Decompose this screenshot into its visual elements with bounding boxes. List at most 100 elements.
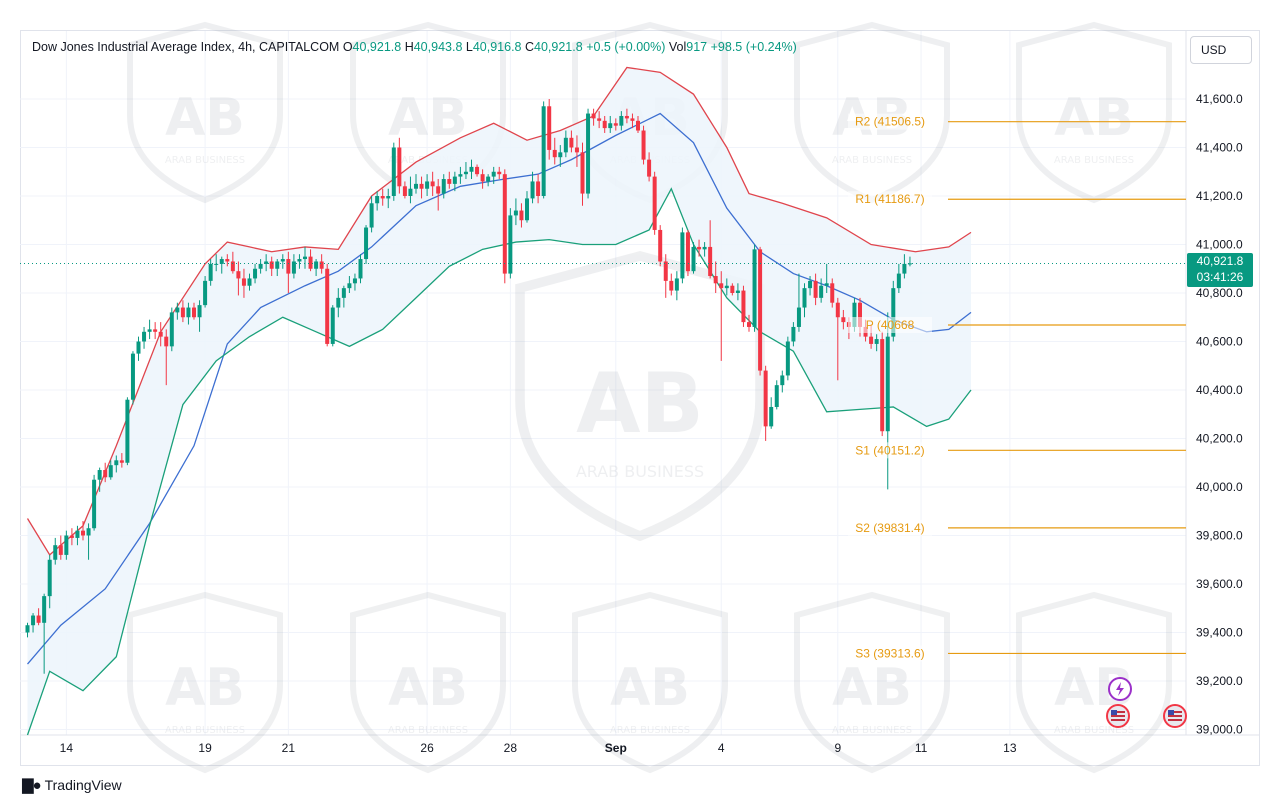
candle[interactable] <box>735 283 740 301</box>
us-flag-event-icon[interactable] <box>1106 704 1130 728</box>
candle[interactable] <box>602 115 607 133</box>
candle[interactable] <box>880 331 885 437</box>
candle[interactable] <box>841 309 846 330</box>
candle[interactable] <box>569 130 574 153</box>
symbol-title[interactable]: Dow Jones Industrial Average Index, 4h, … <box>32 40 340 54</box>
candle[interactable] <box>508 208 513 279</box>
candle[interactable] <box>619 111 624 131</box>
candle[interactable] <box>613 118 618 131</box>
candle[interactable] <box>380 188 385 206</box>
candle[interactable] <box>552 137 557 165</box>
candle[interactable] <box>303 246 307 269</box>
candle[interactable] <box>808 276 813 296</box>
lightning-icon[interactable] <box>1108 677 1132 701</box>
candle[interactable] <box>441 174 446 199</box>
candle[interactable] <box>558 145 563 167</box>
candle[interactable] <box>674 271 679 301</box>
candle[interactable] <box>547 99 552 160</box>
candle[interactable] <box>47 554 52 609</box>
candle[interactable] <box>580 142 585 206</box>
candle[interactable] <box>197 300 202 332</box>
candle[interactable] <box>142 326 147 349</box>
candle[interactable] <box>358 254 363 284</box>
candle[interactable] <box>386 188 391 209</box>
candle[interactable] <box>463 162 468 180</box>
candle[interactable] <box>241 268 246 298</box>
candle[interactable] <box>42 593 47 674</box>
candle[interactable] <box>658 225 663 267</box>
candle[interactable] <box>253 263 258 284</box>
candle[interactable] <box>264 254 269 272</box>
candle[interactable] <box>630 113 635 129</box>
candle[interactable] <box>186 302 191 325</box>
candle[interactable] <box>536 174 541 204</box>
candle[interactable] <box>69 528 74 546</box>
candle[interactable] <box>114 455 119 473</box>
candle[interactable] <box>108 460 113 480</box>
candle[interactable] <box>347 276 352 293</box>
candle[interactable] <box>469 159 474 180</box>
candle[interactable] <box>203 276 208 308</box>
candle[interactable] <box>391 142 396 201</box>
candle[interactable] <box>158 322 163 347</box>
candle[interactable] <box>702 242 707 257</box>
candle[interactable] <box>81 520 85 541</box>
candle[interactable] <box>175 302 180 320</box>
us-flag-event-icon[interactable] <box>1163 704 1187 728</box>
candle[interactable] <box>452 171 457 192</box>
candle[interactable] <box>691 242 696 274</box>
candle[interactable] <box>502 169 507 284</box>
candle[interactable] <box>280 254 285 269</box>
candle[interactable] <box>636 115 640 133</box>
candle[interactable] <box>796 273 801 332</box>
candle[interactable] <box>147 319 152 340</box>
candle[interactable] <box>169 307 174 352</box>
candle[interactable] <box>574 135 579 167</box>
candle[interactable] <box>896 263 901 293</box>
candle[interactable] <box>125 397 130 466</box>
candle[interactable] <box>291 254 296 279</box>
candle[interactable] <box>708 220 713 279</box>
candle[interactable] <box>31 613 36 633</box>
candle[interactable] <box>663 254 668 298</box>
candle[interactable] <box>247 273 252 291</box>
candle[interactable] <box>58 535 63 560</box>
candle[interactable] <box>258 259 263 274</box>
candle[interactable] <box>513 198 518 226</box>
candle[interactable] <box>219 256 224 274</box>
candle[interactable] <box>885 312 890 490</box>
candle[interactable] <box>119 453 124 468</box>
candle[interactable] <box>92 474 97 531</box>
candle[interactable] <box>136 336 141 361</box>
candle[interactable] <box>236 261 241 296</box>
candle[interactable] <box>341 285 346 308</box>
currency-selector[interactable]: USD <box>1190 36 1252 64</box>
candle[interactable] <box>97 467 102 492</box>
candle[interactable] <box>103 462 108 483</box>
candle[interactable] <box>586 108 591 199</box>
candle[interactable] <box>874 334 879 352</box>
candle[interactable] <box>713 261 718 293</box>
candle[interactable] <box>369 196 374 233</box>
candle[interactable] <box>192 302 196 320</box>
candle[interactable] <box>425 174 430 196</box>
tradingview-logo[interactable]: ▇● TradingView <box>22 776 122 794</box>
candle[interactable] <box>330 305 335 347</box>
candle[interactable] <box>430 171 435 196</box>
candle[interactable] <box>719 271 724 361</box>
candle[interactable] <box>824 263 829 293</box>
candle[interactable] <box>275 259 280 277</box>
candle[interactable] <box>669 273 674 296</box>
candle[interactable] <box>819 278 824 303</box>
candle[interactable] <box>375 191 380 211</box>
candle[interactable] <box>208 259 213 286</box>
candle[interactable] <box>436 179 441 211</box>
candle[interactable] <box>769 397 774 429</box>
candle[interactable] <box>408 176 413 204</box>
candle[interactable] <box>747 314 751 332</box>
candle[interactable] <box>447 171 452 189</box>
candle[interactable] <box>364 225 369 264</box>
candle[interactable] <box>830 278 835 308</box>
candle[interactable] <box>486 174 491 187</box>
candle[interactable] <box>297 254 302 269</box>
